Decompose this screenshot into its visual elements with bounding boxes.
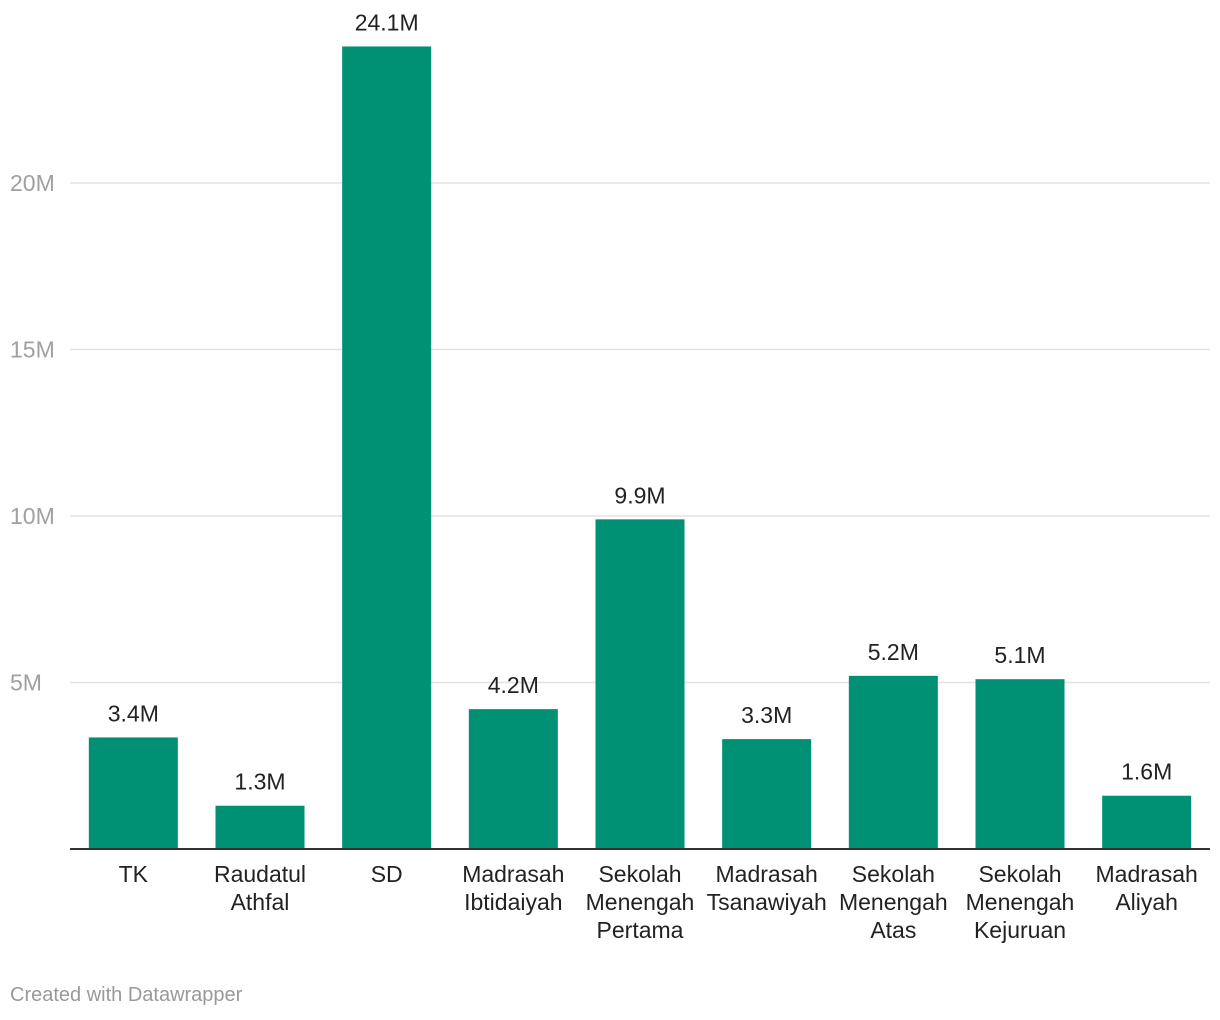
data-label: 5.1M	[994, 642, 1045, 668]
category-label: Madrasah Tsanawiyah	[707, 861, 827, 915]
bar	[848, 675, 938, 849]
data-label: 1.3M	[234, 769, 285, 795]
category-label: Sekolah Menengah Pertama	[586, 861, 695, 943]
category-label-line: Ibtidaiyah	[464, 889, 562, 915]
category-label-line: Menengah	[839, 889, 948, 915]
category-label-line: Raudatul	[214, 861, 306, 887]
category-label-line: Sekolah	[598, 861, 681, 887]
category-label-line: Sekolah	[852, 861, 935, 887]
data-label: 9.9M	[614, 482, 665, 508]
category-label: SD	[371, 861, 403, 887]
category-label: Raudatul Athfal	[214, 861, 306, 915]
y-tick-label: 10M	[10, 503, 55, 529]
bar	[88, 737, 178, 849]
category-label: Sekolah Menengah Kejuruan	[966, 861, 1075, 943]
data-label: 3.4M	[108, 700, 159, 726]
data-label: 24.1M	[355, 9, 419, 35]
bar	[722, 739, 812, 849]
bar	[975, 679, 1065, 849]
bar	[215, 805, 305, 849]
bars	[88, 46, 1192, 850]
bar	[468, 709, 558, 849]
data-label: 4.2M	[488, 672, 539, 698]
category-label-line: Sekolah	[978, 861, 1061, 887]
category-label-line: Kejuruan	[974, 917, 1066, 943]
bar	[1102, 795, 1192, 849]
data-label: 5.2M	[868, 639, 919, 665]
category-label-line: Madrasah	[462, 861, 564, 887]
category-label-line: Atas	[870, 917, 916, 943]
category-label-line: TK	[119, 861, 149, 887]
bar	[595, 519, 685, 849]
category-label-line: Tsanawiyah	[707, 889, 827, 915]
category-label-line: Aliyah	[1115, 889, 1178, 915]
y-axis-ticks: 5M 10M 15M 20M	[10, 170, 55, 696]
category-label-line: Menengah	[966, 889, 1075, 915]
data-labels: 3.4M 1.3M 24.1M 4.2M 9.9M 3.3M 5.2M 5.1M 1.6M	[108, 9, 1172, 794]
category-label-line: Madrasah	[1096, 861, 1198, 887]
category-label-line: Pertama	[597, 917, 684, 943]
category-label: TK	[119, 861, 149, 887]
category-label-line: Madrasah	[716, 861, 818, 887]
category-label: Sekolah Menengah Atas	[839, 861, 948, 943]
category-label-line: Athfal	[231, 889, 290, 915]
data-label: 3.3M	[741, 702, 792, 728]
category-label-line: SD	[371, 861, 403, 887]
category-label: Madrasah Ibtidaiyah	[462, 861, 564, 915]
y-tick-label: 15M	[10, 337, 55, 363]
data-label: 1.6M	[1121, 759, 1172, 785]
category-label-line: Menengah	[586, 889, 695, 915]
bar	[342, 46, 432, 850]
credit-text: Created with Datawrapper	[10, 984, 243, 1006]
y-tick-label: 20M	[10, 170, 55, 196]
y-tick-label: 5M	[10, 670, 42, 696]
bar-chart: 5M 10M 15M 20M 3.4M 1.3M 24.1M 4.2M 9.9M 3.3M 5.2…	[10, 9, 1210, 943]
category-label: Madrasah Aliyah	[1096, 861, 1198, 915]
